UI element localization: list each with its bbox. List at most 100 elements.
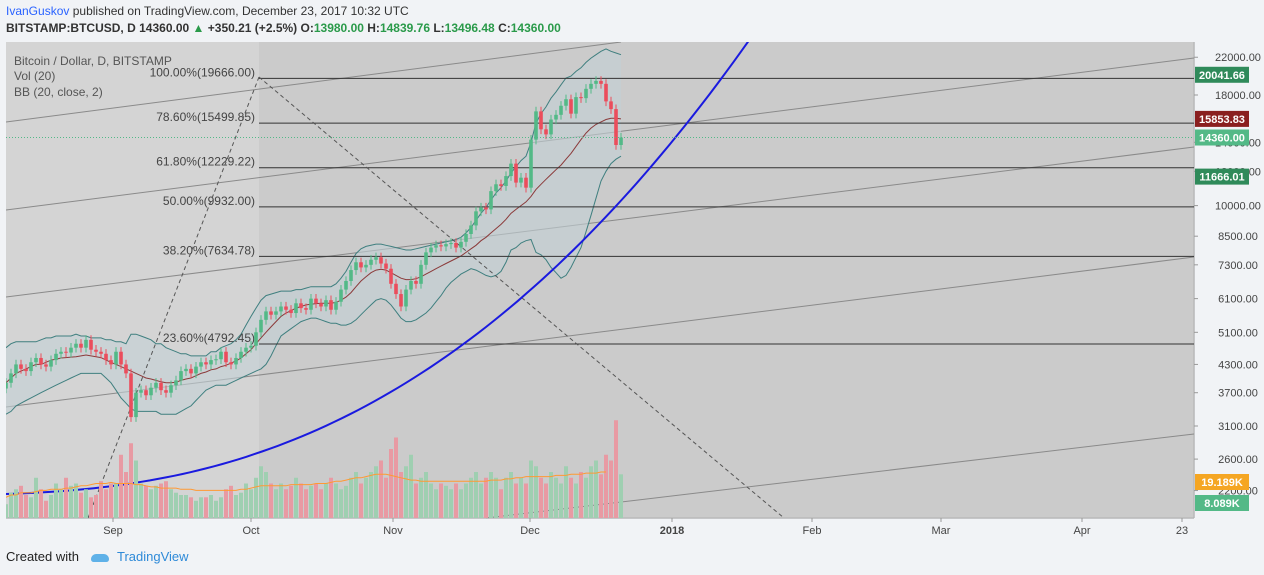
volume-bar <box>339 489 343 518</box>
price-label: 19.189K <box>1201 477 1243 489</box>
candle-body <box>59 351 63 354</box>
volume-bar <box>194 500 198 518</box>
bollinger-fill <box>6 48 621 415</box>
volume-bar <box>514 483 518 518</box>
chart-pane[interactable]: 100.00%(19666.00) 78.60%(15499.85) 61.80%(… <box>6 42 1264 542</box>
volume-bar <box>304 489 308 518</box>
volume-bar <box>269 483 273 518</box>
volume-bar <box>259 466 263 518</box>
candle-body <box>254 332 258 346</box>
candle-body <box>174 380 178 386</box>
volume-bar <box>39 489 43 518</box>
x-tick-label: Feb <box>803 525 822 537</box>
volume-bar <box>549 472 553 518</box>
candle-body <box>329 300 333 310</box>
candle-body <box>6 382 8 389</box>
candle-body <box>129 373 133 418</box>
volume-bar <box>384 477 388 518</box>
volume-bar <box>499 489 503 518</box>
volume-bar <box>524 483 528 518</box>
volume-bar <box>504 477 508 518</box>
volume-bar <box>219 497 223 518</box>
candle-body <box>64 351 68 353</box>
high-label: H: <box>367 21 380 35</box>
publish-line: IvanGuskov published on TradingView.com,… <box>6 4 409 18</box>
candle-body <box>554 114 558 120</box>
volume-bar <box>594 460 598 518</box>
candle-body <box>164 390 168 393</box>
volume-bar <box>374 466 378 518</box>
candle-body <box>399 294 403 307</box>
close-label: C: <box>498 21 511 35</box>
created-with-text: Created with <box>6 549 79 564</box>
candle-body <box>549 119 553 135</box>
fib-label: 50.00%(9932.00) <box>163 194 255 208</box>
volume-bar <box>169 489 173 518</box>
volume-bar <box>124 472 128 518</box>
price-label: 8.089K <box>1204 498 1240 510</box>
candle-body <box>139 390 143 393</box>
volume-bar <box>399 472 403 518</box>
price-chart-svg[interactable]: 100.00%(19666.00) 78.60%(15499.85) 61.80%(… <box>6 42 1264 542</box>
volume-bar <box>559 483 563 518</box>
candle-body <box>54 353 58 361</box>
volume-bar <box>389 449 393 518</box>
candle-body <box>229 362 233 365</box>
volume-bar <box>544 483 548 518</box>
volume-bar <box>494 477 498 518</box>
candle-body <box>349 270 353 281</box>
volume-bar <box>94 495 98 518</box>
candle-body <box>219 351 223 360</box>
volume-bar <box>69 485 73 518</box>
candle-body <box>264 311 268 320</box>
author-link[interactable]: IvanGuskov <box>6 4 70 18</box>
volume-bar <box>394 437 398 518</box>
y-tick-label: 3700.00 <box>1218 388 1258 400</box>
candle-body <box>294 303 298 314</box>
volume-bar <box>189 497 193 518</box>
candle-body <box>334 301 338 310</box>
bollinger-basis <box>6 117 622 384</box>
volume-bar <box>44 500 48 518</box>
candle-body <box>204 362 208 365</box>
candle-body <box>274 311 278 315</box>
y-tick-label: 5100.00 <box>1218 327 1258 339</box>
volume-bar <box>484 477 488 518</box>
candle-body <box>84 339 88 348</box>
volume-bar <box>59 489 63 518</box>
x-tick-label: Sep <box>103 525 123 537</box>
volume-bar <box>434 489 438 518</box>
x-tick-label: 2018 <box>660 525 684 537</box>
volume-bar <box>444 485 448 518</box>
fib-label: 78.60%(15499.85) <box>156 110 255 124</box>
low-value: 13496.48 <box>444 21 495 35</box>
candle-body <box>484 207 488 210</box>
candle-body <box>569 99 573 114</box>
volume-bar <box>569 477 573 518</box>
candle-body <box>69 347 73 353</box>
volume-bar <box>159 483 163 518</box>
volume-ma-line <box>6 471 606 498</box>
bollinger-upper <box>6 48 622 357</box>
candle-body <box>249 345 253 348</box>
volume-bar <box>324 483 328 518</box>
close-value: 14360.00 <box>510 21 561 35</box>
bollinger-lower <box>6 155 622 415</box>
volume-bar <box>19 485 23 518</box>
time-axis-bg <box>6 518 1264 542</box>
footer: Created with TradingView <box>6 549 189 564</box>
candle-body <box>444 244 448 247</box>
candle-body <box>519 177 523 183</box>
candle-body <box>389 268 393 284</box>
price-label: 14360.00 <box>1199 133 1245 145</box>
candle-body <box>599 80 603 84</box>
candle-body <box>134 392 138 418</box>
tradingview-link[interactable]: TradingView <box>116 549 189 564</box>
candle-body <box>29 362 33 372</box>
volume-bar <box>24 495 28 518</box>
volume-bar <box>329 477 333 518</box>
candle-body <box>119 351 123 365</box>
up-arrow-icon: ▲ <box>192 21 205 35</box>
volume-bar <box>214 500 218 518</box>
last-price: 14360.00 <box>139 21 190 35</box>
